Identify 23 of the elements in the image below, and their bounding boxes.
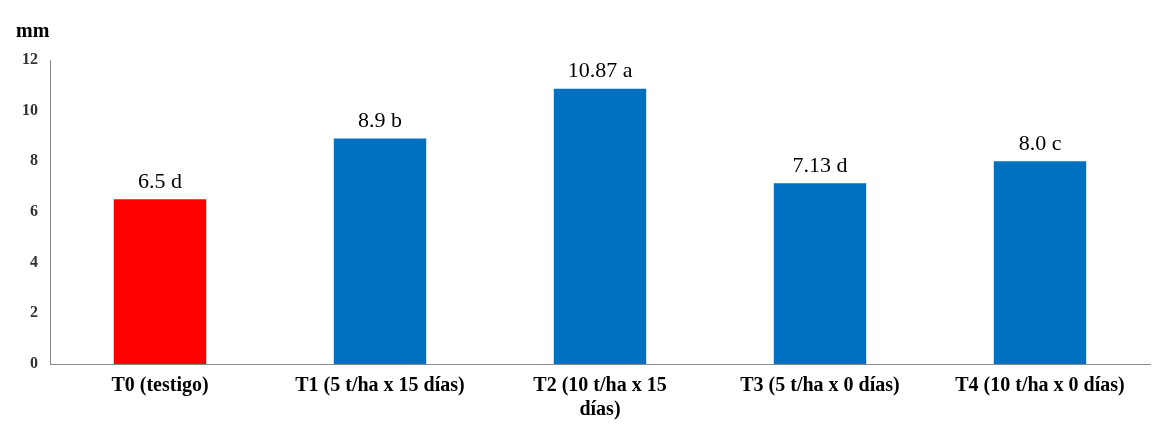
data-label: 8.0 c xyxy=(1018,130,1062,156)
y-tick-label: 12 xyxy=(22,50,38,68)
y-tick-label: 10 xyxy=(22,100,38,118)
y-tick-label: 0 xyxy=(30,354,38,372)
y-tick-label: 6 xyxy=(30,202,38,220)
data-label: 10.87 a xyxy=(567,57,633,83)
bar xyxy=(553,88,647,364)
data-label: 7.13 d xyxy=(792,152,848,178)
x-tick-label: T1 (5 t/ha x 15 días) xyxy=(295,373,465,397)
y-tick-label: 8 xyxy=(30,151,38,169)
x-tick-label: T0 (testigo) xyxy=(111,373,209,397)
y-tick-label: 4 xyxy=(30,252,38,270)
bar xyxy=(333,138,427,364)
bar xyxy=(993,161,1087,364)
data-label: 8.9 b xyxy=(358,107,402,133)
y-axis-title: mm xyxy=(16,19,50,42)
x-tick-label: T4 (10 t/ha x 0 días) xyxy=(955,373,1125,397)
bar xyxy=(113,199,207,364)
data-label: 6.5 d xyxy=(138,168,182,194)
bar xyxy=(773,183,867,364)
x-tick-label: T3 (5 t/ha x 0 días) xyxy=(740,373,900,397)
x-tick-label: T2 (10 t/ha x 15 días) xyxy=(533,373,667,421)
y-tick-label: 2 xyxy=(30,303,38,321)
